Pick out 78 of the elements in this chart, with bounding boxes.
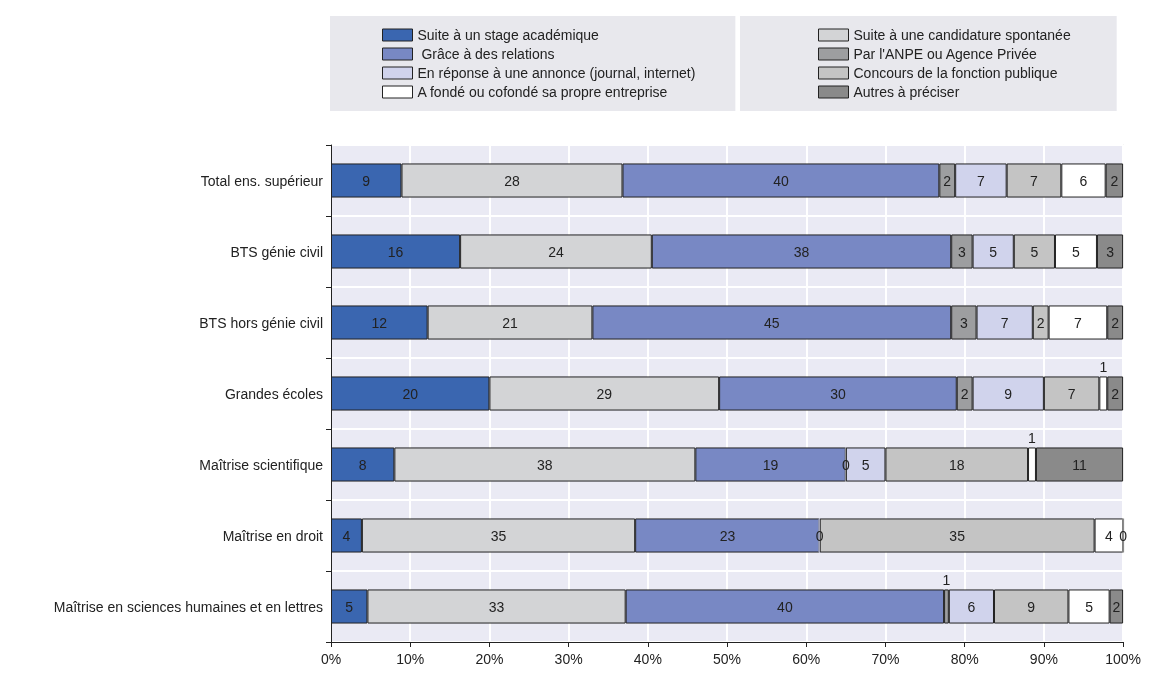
x-tick-label: 20% [475,651,504,667]
x-tick-label: 30% [554,651,583,667]
data-label: 7 [977,172,986,189]
data-label: 28 [504,172,520,189]
data-label: 6 [967,598,976,615]
data-label: 29 [596,385,613,402]
data-label: 18 [948,456,965,473]
data-label: 2 [1111,385,1120,402]
data-label: 2 [1111,314,1120,331]
data-label: 38 [793,243,810,260]
legend-label: Suite à une candidature spontanée [853,27,1071,43]
data-label: 3 [959,314,968,331]
data-label: 5 [1030,243,1039,260]
data-label: 20 [402,385,419,402]
data-label: 1 [1028,430,1037,447]
y-tick-label: Total ens. supérieur [200,172,324,189]
data-label: 8 [358,456,367,473]
data-label: 38 [537,456,553,473]
x-tick-label: 0% [320,651,342,667]
data-label: 33 [488,598,505,615]
data-label: 9 [1027,598,1036,615]
data-label: 35 [490,527,507,544]
data-label: 35 [949,527,966,544]
data-label: 16 [387,243,404,260]
x-tick-label: 100% [1105,651,1141,667]
data-label: 3 [958,243,967,260]
data-label: 4 [342,527,351,544]
data-label: 5 [989,243,998,260]
data-label: 21 [502,314,519,331]
y-tick-label: BTS hors génie civil [199,314,323,331]
legend-label: A fondé ou cofondé sa propre entreprise [417,84,668,100]
legend-label: Concours de la fonction publique [853,65,1058,81]
legend-label: Autres à préciser [853,84,960,100]
data-label: 7 [1030,172,1039,189]
data-label: 2 [1036,314,1045,331]
data-label: 19 [762,456,779,473]
x-tick-label: 50% [713,651,742,667]
data-label: 9 [1004,385,1013,402]
data-label: 30 [830,385,846,402]
data-label: 5 [1085,598,1094,615]
y-tick-label: BTS génie civil [230,243,323,260]
data-label: 5 [1072,243,1081,260]
data-label: 4 [1104,527,1113,544]
legend-label: Grâce à des relations [417,46,555,62]
y-tick-label: Maîtrise scientifique [199,456,324,473]
x-tick-label: 40% [633,651,662,667]
x-tick-label: 70% [871,651,900,667]
x-tick-label: 80% [950,651,979,667]
data-label: 7 [1067,385,1076,402]
data-label: 2 [960,385,969,402]
y-tick-label: Maîtrise en droit [222,527,324,544]
data-label: 23 [719,527,736,544]
x-tick-label: 10% [396,651,425,667]
data-label: 24 [548,243,564,260]
legend-label: Suite à un stage académique [417,27,600,43]
data-label: 2 [1112,598,1121,615]
data-label: 5 [861,456,870,473]
x-tick-label: 90% [1029,651,1058,667]
x-tick-label: 60% [792,651,821,667]
data-label: 9 [362,172,371,189]
data-label: 45 [764,314,780,331]
y-tick-label: Maîtrise en sciences humaines et en lettres [53,598,323,615]
data-label: 7 [1000,314,1009,331]
data-label: 1 [942,572,951,589]
data-label: 12 [371,314,388,331]
data-label: 6 [1079,172,1088,189]
data-label: 11 [1072,456,1088,473]
data-label: 1 [1099,359,1108,376]
data-label: 2 [1110,172,1119,189]
data-label: 2 [943,172,952,189]
data-label: 40 [777,598,793,615]
data-label: 5 [345,598,354,615]
legend-label: En réponse à une annonce (journal, internet) [417,65,696,81]
data-label: 7 [1074,314,1083,331]
data-label: 3 [1106,243,1115,260]
data-label: 40 [773,172,789,189]
legend-label: Par l'ANPE ou Agence Privée [853,46,1037,62]
y-tick-label: Grandes écoles [224,385,323,402]
